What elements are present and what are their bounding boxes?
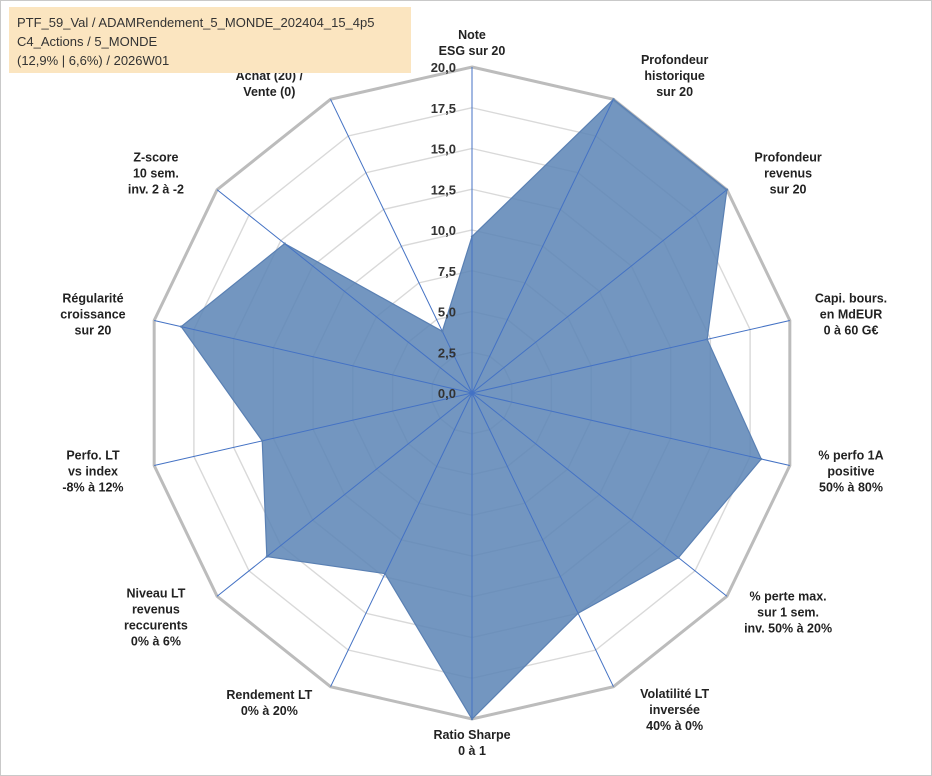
axis-label: Volatilité LT inversée 40% à 0% (640, 687, 709, 733)
legend-line-2: C4_Actions / 5_MONDE (17, 34, 158, 49)
axis-label: % perfo 1A positive 50% à 80% (818, 448, 883, 494)
data-area (180, 98, 762, 720)
spoke-line (216, 392, 473, 597)
axis-label-line: sur 20 (770, 183, 807, 197)
spoke-line (216, 189, 473, 394)
data-point (705, 338, 709, 341)
axis-label: Capi. bours. en MdEUR 0 à 60 G€ (815, 292, 887, 338)
tick-label: 12,5 (431, 182, 456, 197)
spoke-line (471, 392, 614, 687)
legend-line-3: (12,9% | 6,6%) / 2026W01 (17, 53, 170, 68)
axis-label-line: -8% à 12% (62, 480, 123, 494)
data-point (725, 188, 729, 191)
spoke-line (154, 392, 473, 467)
tick-label: 20,0 (431, 60, 456, 75)
axis-label-line: 50% à 80% (819, 480, 883, 494)
axis-label-line: 0 à 1 (458, 744, 486, 758)
axis-label-line: revenus (132, 602, 180, 616)
data-point (760, 457, 763, 461)
axis-label: % perte max. sur 1 sem. inv. 50% à 20% (744, 589, 832, 635)
data-point (612, 98, 615, 101)
axis-label-line: 40% à 0% (646, 719, 703, 733)
legend-box: PTF_59_Val / ADAMRendement_5_MONDE_20240… (9, 7, 411, 73)
spoke-line (471, 99, 614, 394)
data-point (265, 555, 269, 558)
data-point (677, 556, 680, 559)
axis-label-line: % perfo 1A (818, 448, 883, 462)
axis-label-line: croissance (60, 308, 125, 322)
axis-label-line: sur 1 sem. (757, 605, 819, 619)
data-point (283, 242, 286, 245)
axis-label-line: Capi. bours. (815, 292, 887, 306)
axis-label-line: Niveau LT (127, 586, 186, 600)
data-point (261, 439, 264, 443)
axis-label-line: 0% à 20% (241, 704, 298, 718)
axis-label-line: revenus (764, 167, 812, 181)
spoke-line (330, 99, 473, 394)
axis-label: Note ESG sur 20 (439, 28, 506, 58)
axis-label-line: 10 sem. (133, 167, 179, 181)
tick-label: 2,5 (438, 345, 456, 360)
tick-label: 5,0 (438, 305, 456, 320)
tick-label: 17,5 (431, 101, 456, 116)
tick-label: 7,5 (438, 264, 456, 279)
axis-label-line: 0% à 6% (131, 634, 181, 648)
axis-label: Ratio Sharpe 0 à 1 (433, 728, 510, 758)
axis-label: Niveau LT revenus reccurents 0% à 6% (124, 586, 188, 648)
axis-label-line: ESG sur 20 (439, 44, 506, 58)
axis-label: Rendement LT 0% à 20% (226, 688, 312, 718)
spoke-line (471, 392, 790, 467)
axis-label-line: % perte max. (750, 589, 827, 603)
axis-label-line: Profondeur (641, 53, 708, 67)
data-point (576, 612, 580, 615)
axis-label: Régularité croissance sur 20 (60, 292, 125, 338)
data-point (470, 717, 474, 721)
spoke-line (471, 392, 728, 597)
data-point (470, 235, 474, 238)
data-point (179, 325, 183, 328)
axis-label-line: historique (644, 69, 704, 83)
axis-label-line: Vente (0) (243, 85, 295, 99)
axis-label: Profondeur historique sur 20 (641, 53, 708, 99)
data-point (441, 330, 444, 333)
spoke-line (471, 189, 728, 394)
axis-label-line: Ratio Sharpe (433, 728, 510, 742)
tick-label: 15,0 (431, 142, 456, 157)
axis-label-line: reccurents (124, 618, 188, 632)
axis-label-line: Profondeur (754, 151, 821, 165)
spoke-line (330, 392, 473, 687)
axis-label-line: positive (827, 464, 874, 478)
spoke-line (471, 319, 790, 394)
axis-label-line: 0 à 60 G€ (824, 324, 879, 338)
spoke-line (154, 319, 473, 394)
axis-label: Z-score 10 sem. inv. 2 à -2 (128, 151, 184, 197)
data-point (383, 572, 387, 575)
axis-label: Perfo. LT vs index -8% à 12% (62, 448, 123, 494)
axis-label-line: Volatilité LT (640, 687, 709, 701)
axis-label-line: inv. 50% à 20% (744, 621, 832, 635)
legend-line-1: PTF_59_Val / ADAMRendement_5_MONDE_20240… (17, 15, 375, 30)
axis-label-line: inv. 2 à -2 (128, 183, 184, 197)
axis-label-line: sur 20 (656, 85, 693, 99)
tick-label: 10,0 (431, 223, 456, 238)
tick-label: 0,0 (438, 386, 456, 401)
axis-label-line: en MdEUR (820, 308, 883, 322)
axis-label-line: Rendement LT (226, 688, 312, 702)
axis-label-line: sur 20 (75, 324, 112, 338)
axis-label-line: Régularité (62, 292, 123, 306)
axis-label-line: Note (458, 28, 486, 42)
axis-label-line: Z-score (133, 151, 178, 165)
axis-label-line: inversée (649, 703, 700, 717)
axis-label-line: Perfo. LT (66, 448, 120, 462)
axis-label: Profondeur revenus sur 20 (754, 151, 821, 197)
axis-label-line: vs index (68, 464, 118, 478)
